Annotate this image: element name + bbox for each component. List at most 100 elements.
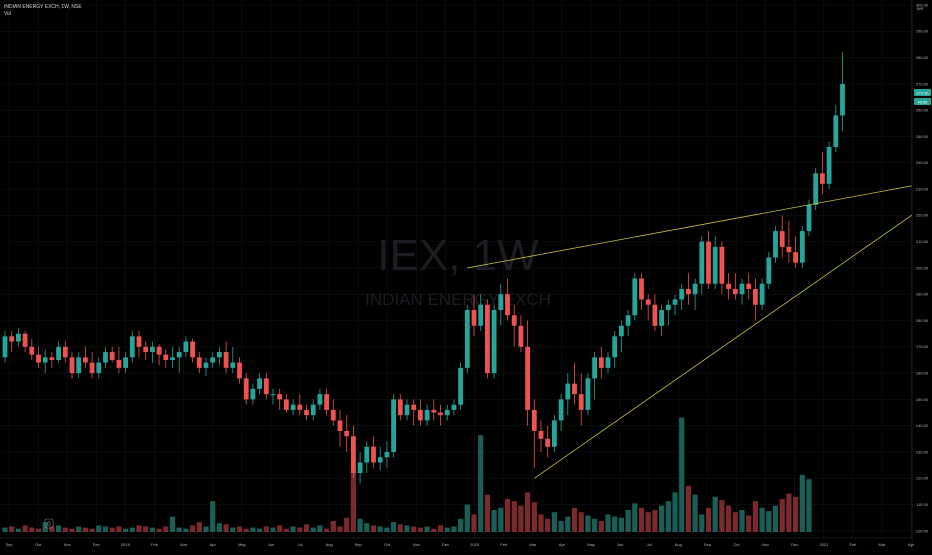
candle-body: [344, 430, 350, 437]
candle-body: [746, 283, 752, 289]
volume-bar: [618, 517, 624, 532]
volume-bar: [196, 522, 202, 532]
candle-body: [9, 336, 15, 342]
y-tick-label: 300.00: [916, 2, 929, 7]
volume-bar: [692, 494, 698, 532]
volume-bar: [250, 527, 256, 532]
volume-bar: [109, 527, 115, 532]
x-tick-label: Apr: [908, 542, 915, 547]
volume-bar: [565, 516, 571, 532]
volume-bar: [303, 524, 310, 532]
volume-bar: [558, 521, 564, 532]
volume-bar: [665, 501, 671, 532]
volume-bar: [69, 528, 75, 532]
candle-body: [330, 409, 336, 421]
candle-body: [706, 241, 711, 284]
candle-body: [451, 404, 457, 410]
candle-body: [478, 304, 484, 326]
y-tick-label: 160.00: [916, 370, 929, 375]
price-axis[interactable]: 100.00 110.00 120.00 130.00 140.00 150.00 160.…: [916, 2, 929, 533]
volume-bar: [89, 528, 95, 532]
volume-bar: [705, 507, 712, 532]
volume-bar: [793, 496, 799, 532]
volume-bar: [116, 526, 122, 532]
watermark-name: INDIAN ENERGY EXCH: [365, 290, 551, 309]
y-tick-label: 130.00: [916, 449, 929, 454]
candle-body: [196, 357, 202, 368]
candle-body: [364, 446, 370, 463]
candle-body: [397, 399, 403, 416]
volume-bar: [257, 528, 263, 532]
candle-body: [36, 354, 41, 363]
time-badge-bg: [914, 98, 931, 105]
candle-body: [598, 357, 604, 368]
candle-body: [712, 246, 718, 284]
candle-body: [190, 341, 195, 358]
candle-body: [431, 409, 437, 413]
candle-body: [217, 352, 222, 358]
volume-bar: [123, 528, 129, 532]
candle-body: [826, 146, 832, 184]
volume-legend-label[interactable]: Vol: [4, 11, 11, 17]
volume-bar: [759, 507, 765, 532]
candle-body: [89, 362, 95, 374]
x-tick-label: Nov: [64, 542, 71, 547]
volume-bar: [230, 527, 236, 532]
volume-bar: [746, 515, 752, 532]
candle-body: [357, 462, 363, 474]
x-tick-label: Nov: [762, 542, 769, 547]
volume-collapse-control[interactable]: 0: [44, 518, 54, 529]
symbol-header[interactable]: INDIAN ENERGY EXCH, 1W, NSE: [4, 4, 82, 10]
volume-bar: [283, 528, 289, 532]
candle-body: [22, 333, 28, 347]
y-tick-label: 190.00: [916, 292, 929, 297]
volume-bar: [732, 512, 738, 532]
volume-bar: [22, 525, 28, 532]
volume-collapse-box[interactable]: [44, 518, 54, 529]
volume-bar: [384, 527, 390, 532]
candle-body: [163, 354, 169, 360]
y-tick-label: 170.00: [916, 344, 929, 349]
volume-collapse-icon[interactable]: 0: [47, 522, 51, 528]
volume-bar: [243, 528, 249, 532]
y-tick-label: 210.00: [916, 239, 929, 244]
volume-bar: [531, 502, 537, 532]
trendlines: [467, 183, 924, 479]
candle-body: [652, 304, 658, 326]
volume-bar: [578, 512, 584, 532]
candle-body: [585, 378, 591, 410]
candle-body: [257, 378, 262, 389]
last-price-badge: 272.35: [914, 89, 931, 96]
candle-body: [270, 394, 276, 396]
y-tick-label: 180.00: [916, 318, 929, 323]
candle-body: [411, 404, 417, 410]
x-tick-label: Aug: [675, 542, 682, 547]
x-tick-label: May: [587, 542, 595, 547]
candle-body: [639, 278, 644, 300]
x-tick-label: Sep: [704, 542, 712, 547]
volume-bar: [277, 525, 283, 532]
watermark-ticker: IEX, 1W: [377, 231, 539, 280]
candle-body: [672, 299, 678, 305]
candle-body: [384, 451, 390, 458]
volume-bar: [551, 512, 557, 532]
candle-body: [297, 404, 303, 410]
volume-bar: [585, 515, 591, 532]
candle-body: [284, 399, 289, 410]
candle-body: [538, 430, 544, 439]
candle-body: [464, 309, 470, 368]
x-tick-label: Oct: [733, 542, 740, 547]
volume-bar: [538, 514, 544, 532]
candle-body: [129, 336, 135, 358]
x-tick-label: Dec: [442, 542, 449, 547]
candle-body: [210, 357, 216, 363]
x-tick-label: 2021: [819, 542, 829, 547]
volume-bar: [56, 525, 62, 532]
candle-body: [726, 283, 731, 289]
volume-bar: [632, 503, 638, 532]
time-axis[interactable]: Sep Oct Nov Dec 2019 Feb Mar Apr May Jun Jul Aug Sep…: [5, 542, 914, 547]
y-tick-label: 280.00: [916, 55, 929, 60]
y-tick-label: 120.00: [916, 476, 929, 481]
